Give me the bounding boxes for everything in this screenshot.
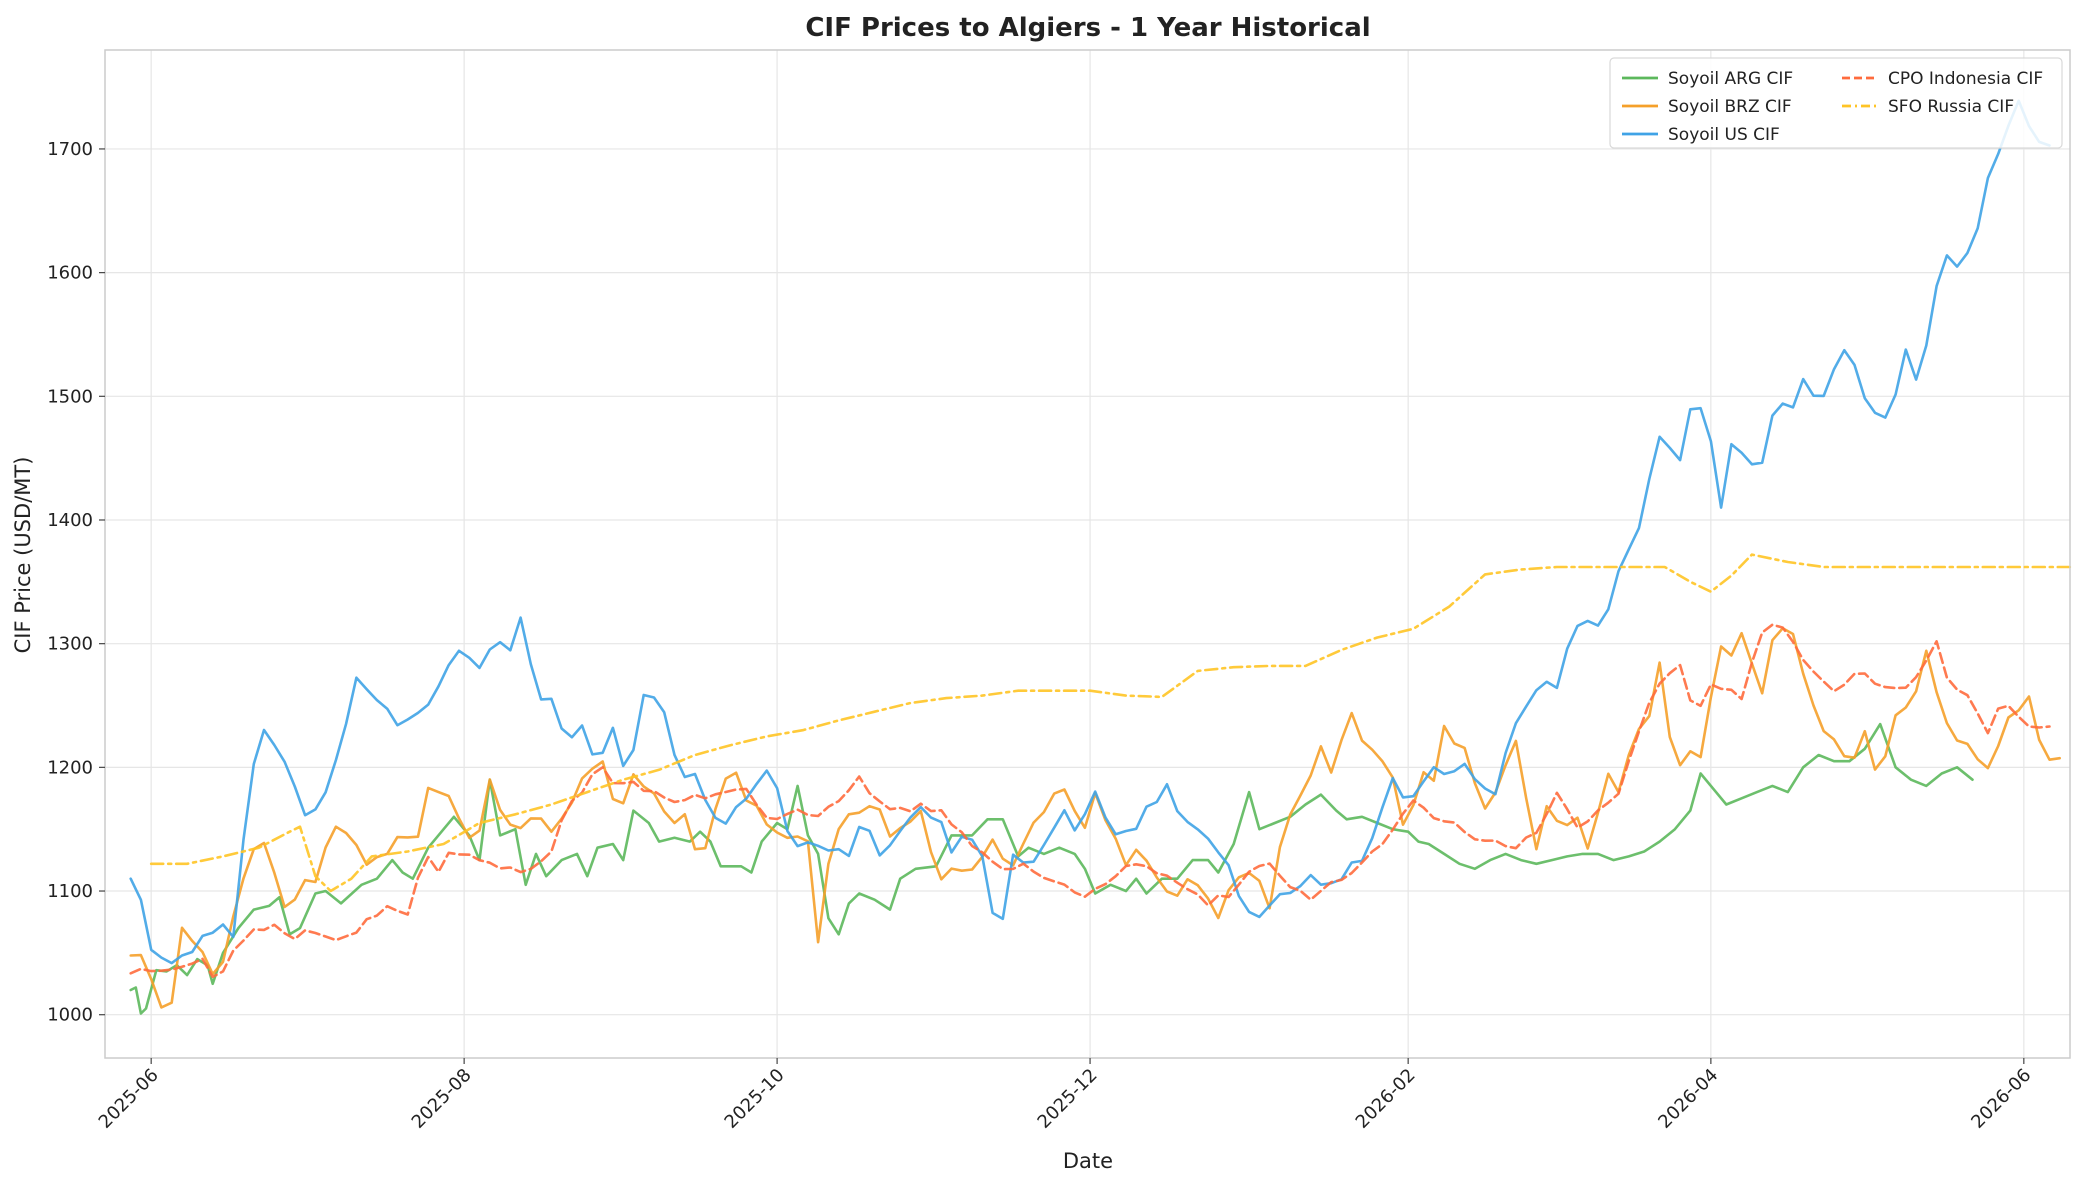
grid bbox=[105, 50, 2070, 1058]
legend-label: CPO Indonesia CIF bbox=[1888, 69, 2043, 89]
y-tick-label: 1000 bbox=[47, 1005, 93, 1026]
x-axis-label: Date bbox=[1063, 1149, 1113, 1173]
series-line-sfo-russia-cif bbox=[149, 553, 2072, 893]
series-layer bbox=[129, 99, 2072, 1015]
y-axis-label: CIF Price (USD/MT) bbox=[11, 457, 35, 654]
y-tick-label: 1400 bbox=[47, 510, 93, 531]
legend-label: Soyoil BRZ CIF bbox=[1668, 97, 1792, 117]
legend-label: SFO Russia CIF bbox=[1888, 97, 2014, 117]
y-tick-label: 1600 bbox=[47, 263, 93, 284]
y-tick-label: 1700 bbox=[47, 139, 93, 160]
legend-label: Soyoil ARG CIF bbox=[1668, 69, 1793, 89]
legend-box bbox=[1609, 57, 2063, 149]
y-tick-label: 1300 bbox=[47, 634, 93, 655]
y-tick-label: 1500 bbox=[47, 386, 93, 407]
series-line-soyoil-arg-cif bbox=[129, 722, 1974, 1015]
series-line-soyoil-us-cif bbox=[129, 99, 2051, 965]
legend: Soyoil ARG CIF Soyoil BRZ CIF Soyoil US CI… bbox=[1609, 57, 2063, 149]
series-line-cpo-indonesia-cif bbox=[129, 623, 2051, 979]
y-tick-label: 1200 bbox=[47, 757, 93, 778]
plot-area bbox=[105, 50, 2070, 1058]
chart-title: CIF Prices to Algiers - 1 Year Historica… bbox=[805, 13, 1370, 43]
y-tick-label: 1100 bbox=[47, 881, 93, 902]
plot-frame bbox=[104, 49, 2071, 1059]
legend-label: Soyoil US CIF bbox=[1668, 125, 1780, 145]
